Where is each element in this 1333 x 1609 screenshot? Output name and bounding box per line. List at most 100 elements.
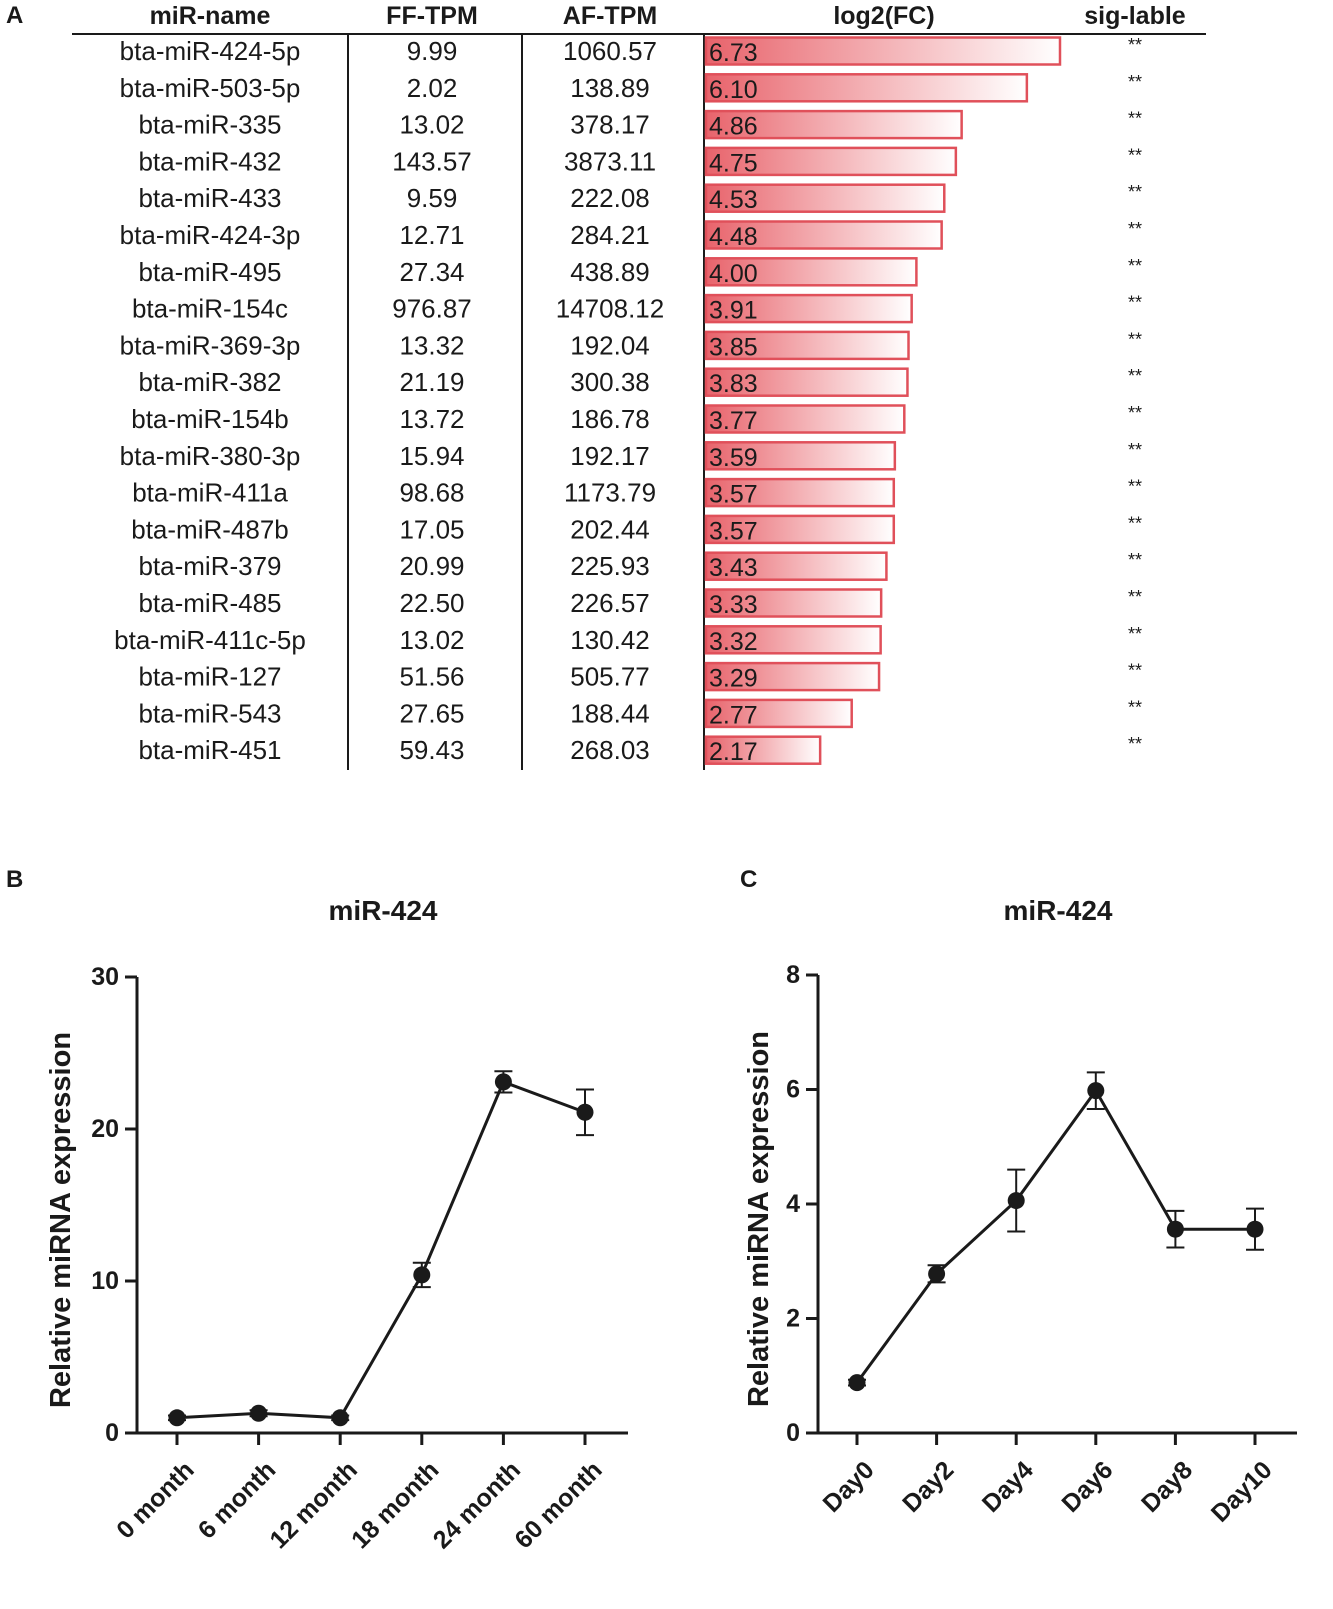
row-mirna-name: bta-miR-127 (138, 662, 281, 692)
y-tick-label: 6 (786, 1076, 800, 1104)
table-row: bta-miR-495 27.34 438.89 4.00 ** (138, 256, 1142, 288)
fc-bar (704, 404, 906, 434)
chart-title: miR-424 (329, 895, 438, 926)
data-point (1246, 1220, 1264, 1238)
sig-label: ** (1128, 734, 1142, 754)
sig-label: ** (1128, 145, 1142, 165)
table-row: bta-miR-382 21.19 300.38 3.83 ** (138, 366, 1142, 398)
row-af-tpm: 130.42 (570, 625, 650, 655)
row-af-tpm: 14708.12 (556, 294, 664, 324)
fc-value-label: 4.53 (709, 186, 758, 214)
table-header-3: log2(FC) (833, 2, 934, 30)
row-ff-tpm: 15.94 (399, 441, 464, 471)
panel-label-a: A (6, 2, 24, 29)
fc-bar (704, 514, 896, 545)
row-af-tpm: 268.03 (570, 735, 650, 765)
row-af-tpm: 438.89 (570, 257, 650, 287)
row-ff-tpm: 20.99 (399, 551, 464, 581)
y-tick-label: 4 (786, 1190, 800, 1218)
fc-bar (704, 73, 1029, 103)
fc-bar (704, 367, 909, 397)
fc-value-label: 3.85 (709, 333, 758, 361)
table-header-4: sig-lable (1084, 2, 1186, 30)
table-row: bta-miR-380-3p 15.94 192.17 3.59 ** (120, 440, 1142, 472)
row-ff-tpm: 98.68 (399, 478, 464, 508)
table-row: bta-miR-154c 976.87 14708.12 3.91 ** (132, 293, 1142, 325)
row-mirna-name: bta-miR-485 (138, 588, 281, 618)
y-tick-label: 2 (786, 1305, 800, 1333)
table-row: bta-miR-433 9.59 222.08 4.53 ** (138, 182, 1142, 214)
row-af-tpm: 378.17 (570, 110, 650, 140)
row-mirna-name: bta-miR-380-3p (120, 441, 301, 471)
sig-label: ** (1128, 624, 1142, 644)
x-tick-label: Day4 (977, 1456, 1039, 1518)
series-line (855, 1087, 1255, 1384)
data-point (413, 1266, 431, 1284)
sig-label: ** (1128, 293, 1142, 313)
row-af-tpm: 222.08 (570, 183, 650, 213)
fc-value-label: 3.91 (709, 297, 758, 325)
fc-value-label: 3.57 (709, 517, 758, 545)
fc-bar (704, 551, 888, 581)
row-af-tpm: 188.44 (570, 698, 650, 728)
row-ff-tpm: 21.19 (399, 367, 464, 397)
row-ff-tpm: 9.99 (407, 36, 458, 66)
y-tick-label: 0 (786, 1419, 800, 1447)
table-row: bta-miR-379 20.99 225.93 3.43 ** (138, 550, 1142, 582)
data-point (1087, 1082, 1105, 1100)
panel-label-b: B (6, 866, 24, 893)
fc-bar (704, 588, 883, 618)
table-row: bta-miR-411a 98.68 1173.79 3.57 ** (132, 477, 1142, 509)
row-af-tpm: 505.77 (570, 662, 650, 692)
sig-label: ** (1128, 513, 1142, 533)
table-row: bta-miR-503-5p 2.02 138.89 6.10 ** (120, 72, 1142, 104)
fc-bar (704, 36, 1062, 66)
x-tick-label: 24 month (428, 1456, 526, 1554)
row-ff-tpm: 13.32 (399, 330, 464, 360)
chart-b-months: miR-424 0 10 20 30 Relative miRNA expression 0… (45, 895, 628, 1554)
y-tick-label: 0 (105, 1419, 119, 1447)
sig-label: ** (1128, 256, 1142, 276)
data-point (1166, 1220, 1184, 1238)
table-header-1: FF-TPM (386, 2, 478, 30)
y-tick-label: 20 (91, 1115, 119, 1143)
row-mirna-name: bta-miR-154b (131, 404, 289, 434)
fc-value-label: 3.43 (709, 554, 758, 582)
table-row: bta-miR-335 13.02 378.17 4.86 ** (138, 109, 1142, 141)
row-mirna-name: bta-miR-543 (138, 698, 281, 728)
row-af-tpm: 3873.11 (564, 146, 656, 176)
row-mirna-name: bta-miR-382 (138, 367, 281, 397)
table-row: bta-miR-451 59.43 268.03 2.17 ** (138, 734, 1142, 766)
row-ff-tpm: 51.56 (399, 662, 464, 692)
fc-value-label: 4.00 (709, 260, 758, 288)
table-row: bta-miR-432 143.57 3873.11 4.75 ** (138, 145, 1142, 177)
fc-value-label: 6.10 (709, 76, 758, 104)
y-tick-label: 30 (91, 963, 119, 991)
table-header-0: miR-name (150, 2, 271, 30)
x-tick-label: 18 month (346, 1456, 444, 1554)
row-ff-tpm: 2.02 (407, 73, 458, 103)
row-ff-tpm: 9.59 (407, 183, 458, 213)
fc-bar (704, 146, 958, 177)
fc-value-label: 3.57 (709, 481, 758, 509)
fc-bar (704, 698, 853, 729)
fc-value-label: 3.29 (709, 665, 758, 693)
fc-bar (704, 477, 896, 508)
table-row: bta-miR-369-3p 13.32 192.04 3.85 ** (120, 329, 1142, 361)
sig-label: ** (1128, 587, 1142, 607)
table-row: bta-miR-127 51.56 505.77 3.29 ** (138, 661, 1142, 693)
x-tick-label: Day6 (1056, 1456, 1118, 1518)
row-ff-tpm: 27.65 (399, 698, 464, 728)
row-ff-tpm: 13.02 (399, 625, 464, 655)
row-af-tpm: 192.17 (570, 441, 650, 471)
row-af-tpm: 202.44 (570, 514, 650, 544)
fc-bar (704, 257, 918, 287)
data-point (576, 1103, 594, 1121)
data-point (250, 1404, 268, 1422)
data-point (168, 1409, 186, 1427)
fc-value-label: 3.77 (709, 407, 758, 435)
fc-value-label: 2.17 (709, 738, 758, 766)
fc-bar (704, 661, 881, 692)
row-af-tpm: 226.57 (570, 588, 650, 618)
x-tick-label: 0 month (111, 1456, 200, 1545)
